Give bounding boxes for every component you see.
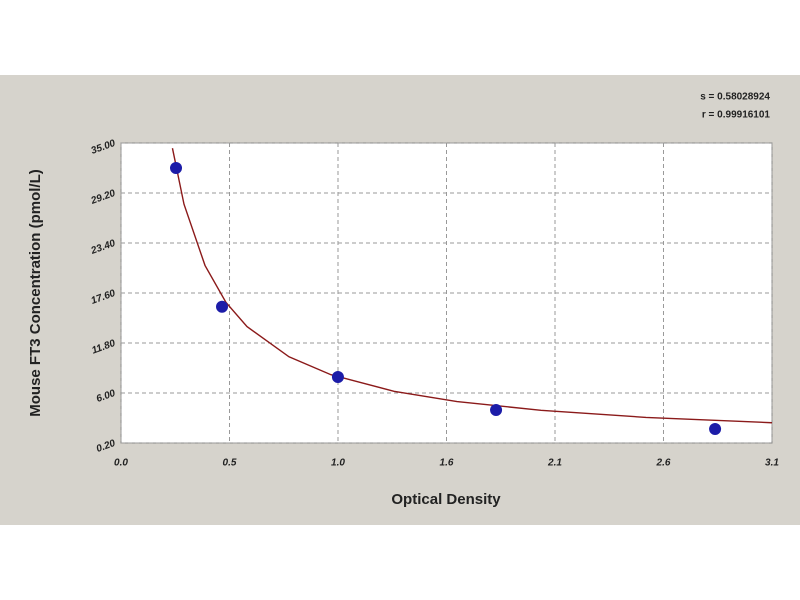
- x-tick-label: 1.0: [331, 458, 345, 469]
- x-tick-label: 0.5: [223, 458, 237, 469]
- x-tick-label: 2.1: [547, 458, 562, 469]
- x-tick-label: 3.1: [765, 458, 779, 469]
- data-point: [170, 162, 183, 174]
- x-axis-title: Optical Density: [391, 491, 501, 508]
- data-point: [709, 423, 722, 436]
- y-axis-title: Mouse FT3 Concentration (pmol/L): [27, 169, 44, 417]
- annotation: r = 0.99916101: [702, 110, 771, 121]
- annotation: s = 0.58028924: [700, 92, 770, 103]
- data-point: [490, 403, 503, 416]
- x-tick-label: 0.0: [114, 458, 128, 469]
- data-point: [331, 370, 344, 383]
- fit-curve: [171, 148, 772, 424]
- x-tick-label: 2.6: [656, 458, 671, 469]
- x-tick-label: 1.6: [440, 458, 454, 469]
- data-point: [216, 300, 229, 313]
